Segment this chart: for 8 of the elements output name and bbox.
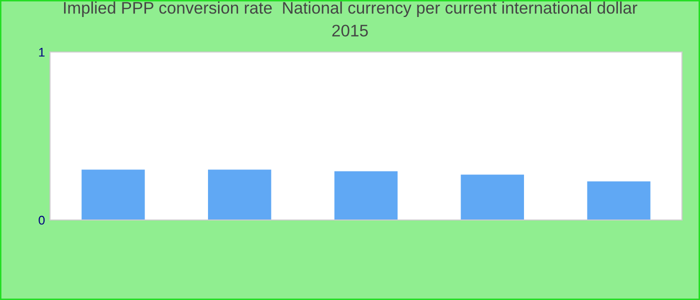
bar bbox=[82, 170, 145, 220]
y-tick-label: 0 bbox=[38, 216, 45, 225]
bar bbox=[208, 170, 272, 220]
chart-title: Implied PPP conversion rate National currency per current international dollar 2015 bbox=[64, 2, 638, 37]
bar bbox=[587, 181, 650, 220]
bar bbox=[460, 174, 524, 220]
bar bbox=[334, 171, 398, 220]
y-tick-label: 1 bbox=[39, 48, 45, 57]
